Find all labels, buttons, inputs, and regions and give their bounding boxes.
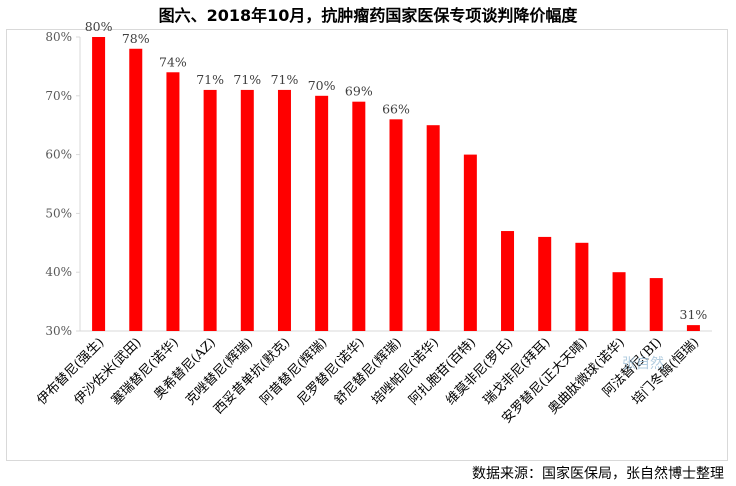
data-label: 70% [308, 78, 336, 93]
bar [686, 325, 700, 331]
bar [315, 95, 329, 331]
chart-title: 图六、2018年10月，抗肿瘤药国家医保专项谈判降价幅度 [158, 6, 578, 25]
bar [352, 101, 366, 332]
y-axis: 30% 40% 50% 60% 70% 80% [45, 30, 712, 338]
bar [501, 231, 515, 331]
watermark-text: 张自然 [622, 356, 664, 372]
bar [129, 48, 143, 331]
y-tick-label: 70% [45, 89, 72, 103]
bar [463, 154, 477, 331]
data-label: 80% [85, 19, 113, 34]
y-tick-label: 30% [45, 324, 72, 338]
data-labels: 80% 78% 74% 71% 71% 71% 70% 69% 66% 31% [85, 19, 708, 322]
bar [277, 89, 291, 331]
bar [575, 242, 589, 331]
category-label: 塞瑞替尼(诺华) [108, 335, 182, 409]
bar [166, 72, 180, 331]
y-tick-label: 60% [45, 148, 72, 162]
bar [426, 125, 440, 331]
y-tick-label: 80% [45, 30, 72, 44]
category-labels: 伊布替尼(强生)伊沙佐米(武田)塞瑞替尼(诺华)奥希替尼(AZ)克唑替尼(辉瑞)… [34, 335, 702, 427]
bar [538, 236, 552, 331]
data-label: 71% [271, 72, 299, 87]
category-label: 克唑替尼(辉瑞) [182, 335, 256, 409]
data-label: 69% [345, 84, 373, 99]
y-tick-label: 40% [45, 265, 72, 279]
data-label: 71% [233, 72, 261, 87]
bar-series [92, 37, 700, 332]
bar [389, 119, 403, 331]
y-tick-label: 50% [45, 206, 72, 220]
bar [203, 89, 217, 331]
bar [240, 89, 254, 331]
data-label: 66% [382, 101, 410, 116]
category-label: 培唑帕尼(诺华) [368, 335, 442, 409]
bar [649, 278, 663, 331]
chart-frame [6, 29, 728, 461]
bar [612, 272, 626, 331]
data-label: 31% [680, 307, 708, 322]
data-label: 71% [196, 72, 224, 87]
source-note: 数据来源：国家医保局，张自然博士整理 [472, 466, 724, 482]
bar [92, 37, 106, 331]
data-label: 78% [122, 31, 150, 46]
data-label: 74% [159, 54, 187, 69]
